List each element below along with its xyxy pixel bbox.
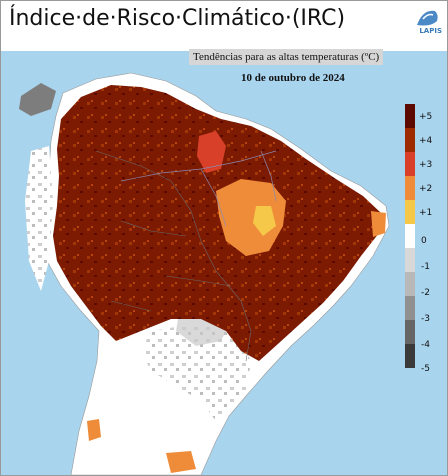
legend-label-m3: -3 [421, 314, 430, 324]
legend-label-zero: 0 [421, 236, 427, 246]
legend-label-p3: +3 [419, 160, 433, 170]
logo-text: LAPIS [419, 27, 442, 35]
legend-swatch-m1 [405, 248, 415, 272]
hot-spot-south-orange [166, 451, 196, 473]
legend-swatch-p4 [405, 128, 415, 152]
hot-spot-center [216, 179, 286, 256]
legend-swatch-p5 [405, 104, 415, 128]
legend-label-p2: +2 [419, 184, 433, 194]
country-borders [95, 150, 252, 362]
legend-label-p5: +5 [419, 112, 433, 122]
legend-label-p4: +4 [419, 136, 433, 146]
legend-label-m1: -1 [421, 262, 430, 272]
legend-swatch-zero [405, 224, 415, 248]
southern-cool-region [141, 323, 251, 421]
legend-swatch-m3 [405, 296, 415, 320]
legend-swatch-p1 [405, 200, 415, 224]
hot-spot-north [197, 131, 226, 173]
lapis-logo-icon [417, 10, 438, 26]
page-title: Índice·de·Risco·Climático·(IRC) [9, 6, 346, 31]
legend-label-p1: +1 [419, 208, 433, 218]
legend-swatch-p2 [405, 176, 415, 200]
legend-label-m5: -5 [421, 364, 430, 374]
legend-swatch-m4 [405, 320, 415, 344]
map-date: 10 de outubro de 2024 [241, 72, 345, 84]
hot-spot-southwest [87, 419, 101, 441]
hot-spot-east [371, 211, 386, 237]
western-cool-strip [25, 146, 53, 291]
legend-swatch-m5 [405, 344, 415, 368]
rivers [120, 150, 277, 227]
legend-swatch-m2 [405, 272, 415, 296]
header-bar [1, 1, 447, 51]
northwest-cool-region [19, 83, 56, 116]
heat-region-main [53, 85, 381, 361]
hot-spot-core [253, 206, 276, 236]
legend-label-m2: -2 [421, 288, 430, 298]
map-subtitle: Tendências para as altas temperaturas (º… [189, 49, 384, 65]
legend-label-m4: -4 [421, 340, 430, 350]
legend-swatch-p3 [405, 152, 415, 176]
